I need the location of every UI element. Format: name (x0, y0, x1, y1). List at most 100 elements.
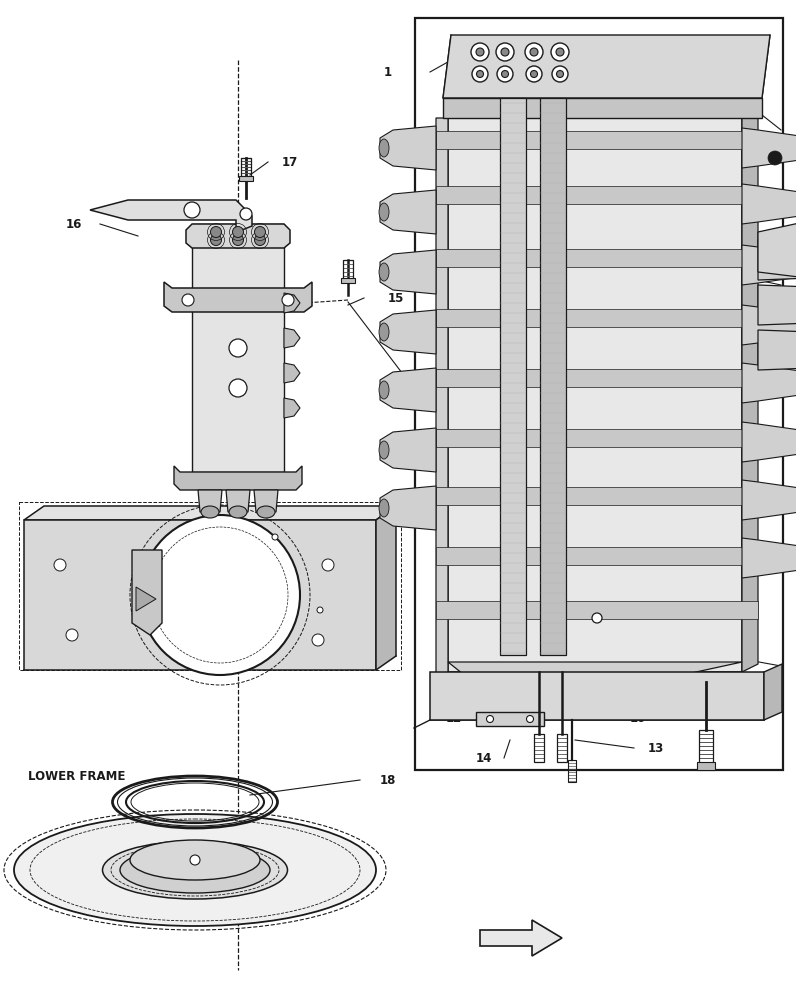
Circle shape (282, 294, 294, 306)
Polygon shape (24, 506, 396, 520)
Bar (241, 158, 251, 178)
Polygon shape (742, 480, 796, 520)
Polygon shape (284, 398, 300, 418)
Circle shape (255, 234, 266, 245)
Polygon shape (758, 330, 796, 370)
Circle shape (229, 339, 247, 357)
Polygon shape (198, 490, 222, 512)
Polygon shape (742, 305, 796, 345)
Polygon shape (284, 363, 300, 383)
Circle shape (229, 379, 247, 397)
Ellipse shape (379, 441, 389, 459)
Polygon shape (254, 490, 278, 512)
Polygon shape (380, 486, 436, 530)
Polygon shape (430, 672, 764, 720)
Bar (557, 734, 567, 762)
Circle shape (501, 48, 509, 56)
Bar (19, 502, 401, 670)
Bar (239, 176, 253, 181)
Circle shape (190, 855, 200, 865)
Circle shape (210, 234, 221, 245)
Circle shape (497, 66, 513, 82)
Polygon shape (742, 538, 796, 578)
Polygon shape (480, 920, 562, 956)
Polygon shape (448, 662, 742, 702)
Circle shape (552, 66, 568, 82)
Polygon shape (192, 224, 284, 472)
Bar (436, 369, 758, 387)
Polygon shape (500, 98, 526, 655)
Bar (476, 712, 544, 726)
Bar (699, 730, 713, 764)
Bar (568, 760, 576, 782)
Text: 18: 18 (380, 774, 396, 786)
Circle shape (477, 70, 483, 78)
Polygon shape (284, 328, 300, 348)
Text: 17: 17 (282, 155, 298, 168)
Text: 13: 13 (648, 742, 664, 754)
Polygon shape (186, 224, 290, 248)
Bar (415, 18, 783, 770)
Circle shape (210, 227, 221, 237)
Circle shape (525, 43, 543, 61)
Polygon shape (380, 428, 436, 472)
Circle shape (471, 43, 489, 61)
Circle shape (140, 515, 300, 675)
Polygon shape (742, 110, 758, 672)
Bar (341, 278, 355, 283)
Circle shape (486, 716, 494, 722)
Polygon shape (132, 550, 162, 635)
Text: 15: 15 (388, 292, 404, 304)
Bar (697, 762, 715, 770)
Circle shape (54, 559, 66, 571)
Text: 10: 10 (630, 712, 646, 724)
Polygon shape (742, 128, 796, 168)
Polygon shape (436, 118, 448, 680)
Polygon shape (742, 184, 796, 224)
Polygon shape (380, 190, 436, 234)
Circle shape (768, 151, 782, 165)
Circle shape (312, 634, 324, 646)
Ellipse shape (201, 506, 219, 518)
Polygon shape (284, 293, 300, 313)
Circle shape (322, 559, 334, 571)
Polygon shape (164, 282, 312, 312)
Text: 14: 14 (476, 752, 492, 764)
Polygon shape (380, 368, 436, 412)
Circle shape (66, 629, 78, 641)
Circle shape (592, 613, 602, 623)
Circle shape (526, 716, 533, 722)
Circle shape (184, 202, 200, 218)
Bar (436, 186, 758, 204)
Polygon shape (380, 126, 436, 170)
Polygon shape (758, 240, 796, 280)
Ellipse shape (130, 840, 260, 880)
Circle shape (272, 534, 278, 540)
Polygon shape (742, 245, 796, 285)
Circle shape (476, 48, 484, 56)
Circle shape (496, 43, 514, 61)
Polygon shape (742, 363, 796, 403)
Polygon shape (758, 222, 796, 278)
Circle shape (317, 607, 323, 613)
Circle shape (551, 43, 569, 61)
Text: FRONT: FRONT (488, 934, 522, 942)
Polygon shape (443, 35, 770, 98)
Ellipse shape (379, 263, 389, 281)
Bar (436, 131, 758, 149)
Bar (436, 487, 758, 505)
Circle shape (182, 294, 194, 306)
Ellipse shape (379, 499, 389, 517)
Bar (436, 547, 758, 565)
Bar (343, 260, 353, 280)
Ellipse shape (229, 506, 247, 518)
Bar (534, 734, 544, 762)
Text: REVOLVING FRAME: REVOLVING FRAME (28, 631, 154, 644)
Circle shape (232, 227, 244, 237)
Circle shape (255, 227, 266, 237)
Polygon shape (226, 490, 250, 512)
Polygon shape (90, 200, 252, 230)
Circle shape (472, 66, 488, 82)
Polygon shape (376, 506, 396, 670)
Circle shape (526, 66, 542, 82)
